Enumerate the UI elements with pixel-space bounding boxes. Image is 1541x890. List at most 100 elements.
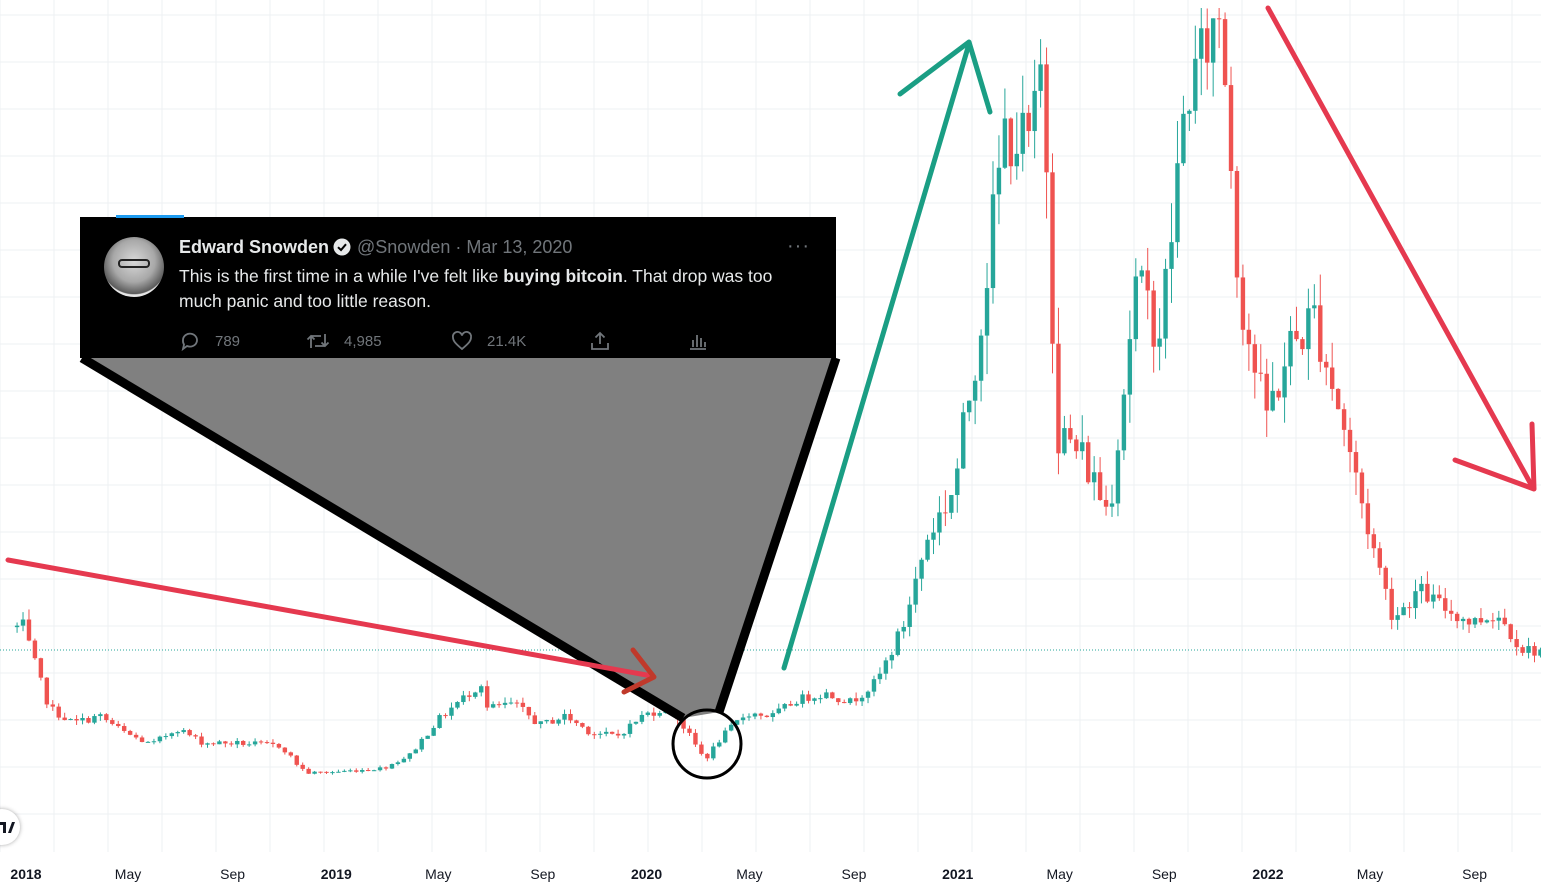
tweet-card: Edward Snowden @Snowden · Mar 13, 2020 ··… <box>80 215 836 358</box>
candle-up <box>431 727 436 736</box>
like-button[interactable]: 21.4K <box>451 329 526 353</box>
candle-down <box>1353 452 1359 473</box>
x-tick-label: Sep <box>220 866 245 882</box>
candle-down <box>699 744 704 754</box>
candle-up <box>1538 649 1541 656</box>
candle-up <box>1038 64 1043 91</box>
candle-down <box>306 768 311 774</box>
candle-down <box>651 712 657 716</box>
avatar[interactable] <box>104 237 164 297</box>
candle-up <box>151 741 157 743</box>
candle-up <box>1270 390 1275 411</box>
analytics-icon <box>690 335 706 350</box>
x-tick-label: Sep <box>1462 866 1487 882</box>
candle-up <box>627 723 633 734</box>
candle-down <box>467 695 472 697</box>
candle-up <box>877 673 883 680</box>
candle-down <box>1145 270 1150 291</box>
candle-up <box>847 698 853 704</box>
candle-up <box>782 704 787 709</box>
candle-down <box>1252 344 1258 373</box>
tweet-actions: 789 4,985 21.4K <box>179 329 819 353</box>
candle-up <box>1032 90 1037 132</box>
share-button[interactable] <box>589 329 625 353</box>
candle-up <box>1526 646 1531 653</box>
candle-up <box>175 732 180 734</box>
analytics-button[interactable] <box>687 329 723 353</box>
candle-up <box>1210 18 1216 63</box>
candle-down <box>550 719 555 724</box>
candle-up <box>169 733 174 737</box>
candle-up <box>966 400 972 413</box>
like-count: 21.4K <box>487 332 527 350</box>
candle-down <box>568 713 573 721</box>
candle-down <box>830 692 835 699</box>
callout-funnel <box>82 358 836 718</box>
tweet-handle-date[interactable]: @Snowden · Mar 13, 2020 <box>357 237 573 257</box>
candle-up <box>728 724 734 731</box>
callout-edge-right <box>714 356 841 714</box>
heart-icon <box>452 331 472 351</box>
retweet-button[interactable]: 4,985 <box>306 329 382 353</box>
candle-down <box>300 764 305 769</box>
candle-up <box>603 731 609 734</box>
candle-down <box>1264 373 1269 411</box>
candle-down <box>258 741 264 743</box>
tradingview-logo[interactable] <box>0 809 20 845</box>
candle-down <box>1151 290 1156 347</box>
candle-down <box>1443 598 1448 611</box>
candle-up <box>818 698 823 700</box>
candle-up <box>931 532 936 540</box>
x-tick-label: May <box>1357 866 1383 882</box>
candle-up <box>68 719 73 721</box>
reply-count: 789 <box>215 332 241 350</box>
candle-up <box>1193 58 1198 111</box>
candle-down <box>1407 607 1412 609</box>
candle-down <box>615 733 621 736</box>
candle-up <box>562 713 567 720</box>
candle-down <box>86 718 91 723</box>
candle-down <box>110 720 115 724</box>
candle-down <box>187 730 192 736</box>
candle-up <box>1431 594 1436 602</box>
candle-up <box>800 694 805 704</box>
candle-up <box>330 772 335 774</box>
tweet-author-name[interactable]: Edward Snowden <box>179 237 330 257</box>
candle-up <box>1002 118 1008 168</box>
candle-up <box>246 744 252 746</box>
candle-down <box>1103 499 1109 507</box>
candle-down <box>705 753 710 759</box>
retweet-icon <box>306 334 330 348</box>
candle-up <box>98 714 103 717</box>
x-tick-label: Sep <box>530 866 555 882</box>
candle-down <box>1097 472 1103 500</box>
candle-down <box>1329 367 1335 389</box>
candle-down <box>1324 361 1329 368</box>
candle-up <box>889 654 895 661</box>
candle-up <box>949 495 954 513</box>
candle-up <box>919 559 924 579</box>
candle-up <box>645 712 651 715</box>
candle-down <box>853 698 859 702</box>
candle-up <box>621 733 627 736</box>
reply-button[interactable]: 789 <box>179 329 240 353</box>
tweet-text-part: This is the first time in a while I've f… <box>179 266 504 286</box>
candle-down <box>1454 613 1460 622</box>
candle-up <box>990 194 996 289</box>
candle-up <box>455 702 460 708</box>
candle-up <box>342 770 347 772</box>
candle-up <box>978 335 984 381</box>
candle-down <box>1383 567 1388 589</box>
candle-up <box>1413 591 1418 609</box>
candle-down <box>806 694 811 701</box>
tweet-text-bold: buying bitcoin <box>503 266 623 286</box>
candle-down <box>1300 339 1305 350</box>
candle-up <box>473 692 478 697</box>
candle-down <box>764 715 770 718</box>
candle-up <box>1199 28 1204 59</box>
candle-up <box>961 412 966 469</box>
candle-down <box>1044 64 1049 173</box>
more-options-icon[interactable]: ··· <box>787 235 810 257</box>
candle-up <box>740 717 746 721</box>
candle-up <box>413 749 418 754</box>
